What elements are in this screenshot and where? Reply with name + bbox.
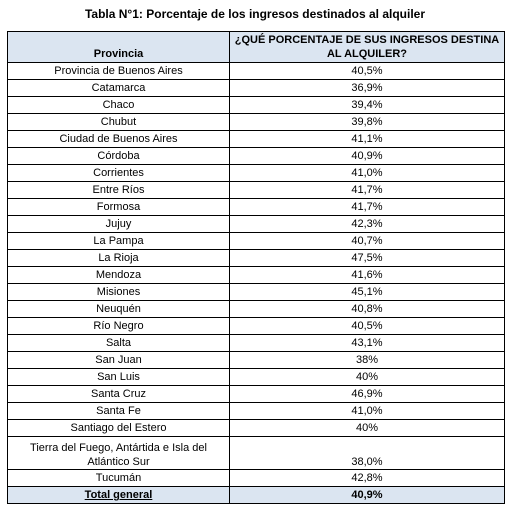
table-row: San Juan 38% xyxy=(7,351,505,369)
province-cell: Río Negro xyxy=(7,317,230,335)
province-cell: Salta xyxy=(7,334,230,352)
province-cell: Santiago del Estero xyxy=(7,419,230,437)
province-cell: Mendoza xyxy=(7,266,230,284)
percent-cell: 40,7% xyxy=(229,232,505,250)
province-cell: Misiones xyxy=(7,283,230,301)
table-row: Formosa 41,7% xyxy=(7,198,505,216)
table-row: La Rioja 47,5% xyxy=(7,249,505,267)
percent-cell: 42,8% xyxy=(229,469,505,487)
province-cell: Corrientes xyxy=(7,164,230,182)
table-row: Tierra del Fuego, Antártida e Isla del A… xyxy=(7,436,505,470)
percent-cell: 45,1% xyxy=(229,283,505,301)
column-header-porcentaje: ¿QUÉ PORCENTAJE DE SUS INGRESOS DESTINA … xyxy=(229,31,505,63)
table-row: Corrientes 41,0% xyxy=(7,164,505,182)
province-cell: Catamarca xyxy=(7,79,230,97)
rent-income-table: Provincia ¿QUÉ PORCENTAJE DE SUS INGRESO… xyxy=(7,31,505,504)
table-row: Chubut 39,8% xyxy=(7,113,505,131)
province-cell: Chaco xyxy=(7,96,230,114)
percent-cell: 40% xyxy=(229,419,505,437)
percent-cell: 41,7% xyxy=(229,198,505,216)
table-row: Provincia de Buenos Aires 40,5% xyxy=(7,62,505,80)
percent-cell: 40,5% xyxy=(229,62,505,80)
percent-cell: 36,9% xyxy=(229,79,505,97)
table-row: Ciudad de Buenos Aires 41,1% xyxy=(7,130,505,148)
table-row: Tucumán 42,8% xyxy=(7,469,505,487)
table-row: Jujuy 42,3% xyxy=(7,215,505,233)
percent-cell: 46,9% xyxy=(229,385,505,403)
province-cell: Chubut xyxy=(7,113,230,131)
table-row: Salta 43,1% xyxy=(7,334,505,352)
percent-cell: 42,3% xyxy=(229,215,505,233)
province-cell: Neuquén xyxy=(7,300,230,318)
table-row: Misiones 45,1% xyxy=(7,283,505,301)
percent-cell: 41,0% xyxy=(229,402,505,420)
table-row: Santa Fe 41,0% xyxy=(7,402,505,420)
province-cell: Provincia de Buenos Aires xyxy=(7,62,230,80)
province-cell: Tucumán xyxy=(7,469,230,487)
header-row: Provincia ¿QUÉ PORCENTAJE DE SUS INGRESO… xyxy=(7,31,505,63)
table-title: Tabla N°1: Porcentaje de los ingresos de… xyxy=(84,7,425,21)
total-row: Total general 40,9% xyxy=(7,486,505,504)
percent-cell: 40,8% xyxy=(229,300,505,318)
table-row: Entre Ríos 41,7% xyxy=(7,181,505,199)
province-cell: Córdoba xyxy=(7,147,230,165)
percent-cell: 40% xyxy=(229,368,505,386)
table-row: Río Negro 40,5% xyxy=(7,317,505,335)
total-value: 40,9% xyxy=(229,486,505,504)
percent-cell: 41,6% xyxy=(229,266,505,284)
province-cell: Santa Fe xyxy=(7,402,230,420)
percent-cell: 41,0% xyxy=(229,164,505,182)
province-cell: San Luis xyxy=(7,368,230,386)
table-row: Santa Cruz 46,9% xyxy=(7,385,505,403)
percent-cell: 38% xyxy=(229,351,505,369)
table-row: Neuquén 40,8% xyxy=(7,300,505,318)
percent-cell: 43,1% xyxy=(229,334,505,352)
table-row: Córdoba 40,9% xyxy=(7,147,505,165)
province-cell: Jujuy xyxy=(7,215,230,233)
table-row: San Luis 40% xyxy=(7,368,505,386)
table-row: La Pampa 40,7% xyxy=(7,232,505,250)
percent-cell: 47,5% xyxy=(229,249,505,267)
percent-cell: 41,7% xyxy=(229,181,505,199)
table-row: Catamarca 36,9% xyxy=(7,79,505,97)
column-header-provincia: Provincia xyxy=(7,31,230,63)
province-cell: Formosa xyxy=(7,198,230,216)
percent-cell: 38,0% xyxy=(229,436,505,470)
province-cell: La Rioja xyxy=(7,249,230,267)
table-row: Chaco 39,4% xyxy=(7,96,505,114)
total-label: Total general xyxy=(7,486,230,504)
percent-cell: 39,4% xyxy=(229,96,505,114)
province-cell: Tierra del Fuego, Antártida e Isla del A… xyxy=(7,436,230,470)
percent-cell: 40,9% xyxy=(229,147,505,165)
province-cell: Entre Ríos xyxy=(7,181,230,199)
percent-cell: 39,8% xyxy=(229,113,505,131)
province-cell: San Juan xyxy=(7,351,230,369)
province-cell: Santa Cruz xyxy=(7,385,230,403)
province-cell: La Pampa xyxy=(7,232,230,250)
table-row: Santiago del Estero 40% xyxy=(7,419,505,437)
table-row: Mendoza 41,6% xyxy=(7,266,505,284)
percent-cell: 41,1% xyxy=(229,130,505,148)
percent-cell: 40,5% xyxy=(229,317,505,335)
province-cell: Ciudad de Buenos Aires xyxy=(7,130,230,148)
